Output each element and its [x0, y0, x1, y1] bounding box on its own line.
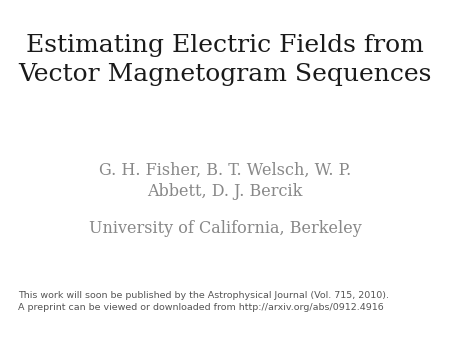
Text: University of California, Berkeley: University of California, Berkeley: [89, 220, 361, 237]
Text: G. H. Fisher, B. T. Welsch, W. P.
Abbett, D. J. Bercik: G. H. Fisher, B. T. Welsch, W. P. Abbett…: [99, 162, 351, 200]
Text: This work will soon be published by the Astrophysical Journal (Vol. 715, 2010).
: This work will soon be published by the …: [18, 291, 389, 312]
Text: Estimating Electric Fields from
Vector Magnetogram Sequences: Estimating Electric Fields from Vector M…: [18, 34, 432, 86]
